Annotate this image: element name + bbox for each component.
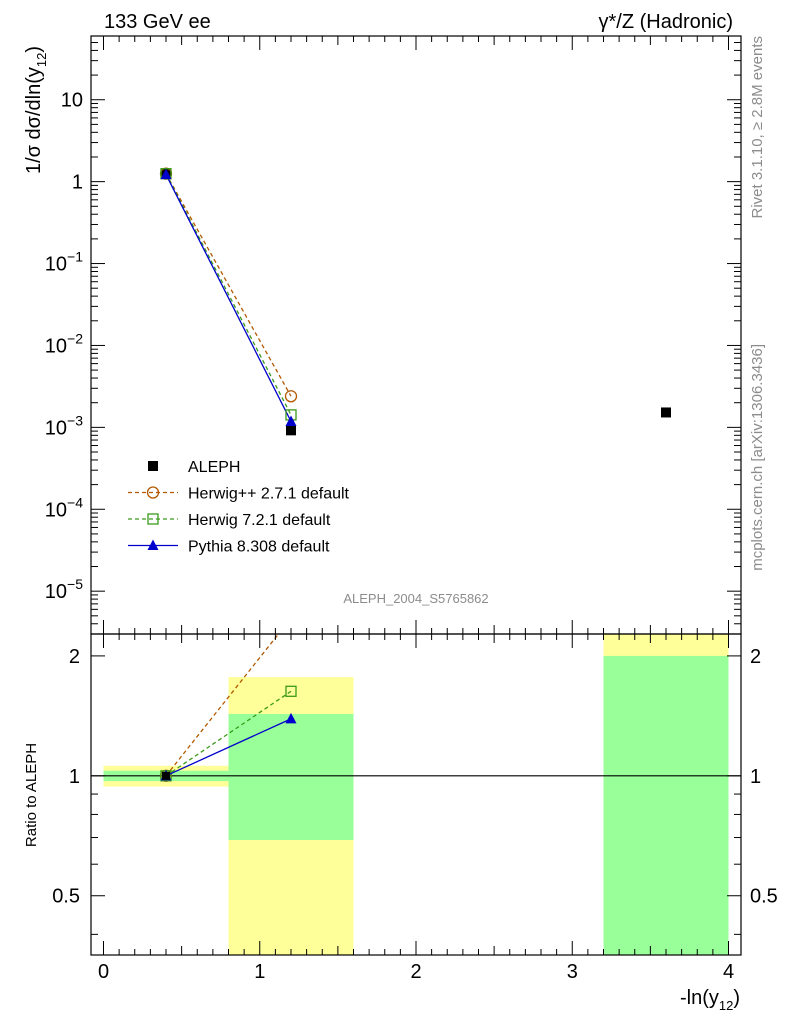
band-inner-1 xyxy=(228,713,354,841)
legend: ALEPH Herwig++ 2.7.1 default Herwig 7.2.1 … xyxy=(128,459,350,556)
legend-marker-2 xyxy=(147,513,159,525)
main-ytick-label: 10−5 xyxy=(45,576,83,603)
legend-marker-1 xyxy=(146,486,160,499)
header-right: γ*/Z (Hadronic) xyxy=(599,11,733,33)
xtick-label: 2 xyxy=(410,961,421,983)
header-left: 133 GeV ee xyxy=(104,11,211,33)
xtick-label: 3 xyxy=(567,961,578,983)
band-inner-2 xyxy=(603,655,729,955)
xtick-label: 4 xyxy=(723,961,734,983)
analysis-id: ALEPH_2004_S5765862 xyxy=(343,591,488,606)
main-point-pythia-0 xyxy=(160,168,172,180)
main-ytick-label: 1 xyxy=(72,172,83,194)
main-ytick-label: 10−2 xyxy=(45,330,83,357)
ratio-series xyxy=(159,633,297,782)
main-series xyxy=(159,167,671,436)
ratio-ytick-label-left: 1 xyxy=(69,766,80,788)
ratio-point-2-1 xyxy=(285,712,297,724)
legend-label-3: Pythia 8.308 default xyxy=(188,539,330,556)
main-point-herwig++-1 xyxy=(284,390,298,403)
ratio-bands xyxy=(103,634,729,955)
x-axis-label: -ln(y12) xyxy=(680,987,740,1013)
ratio-ylabel: Ratio to ALEPH xyxy=(23,743,40,847)
axis-ticks xyxy=(91,35,741,955)
main-ylabel: 1/σ dσ/dln(y12) xyxy=(23,46,49,174)
main-point-aleph-2 xyxy=(661,407,671,418)
main-ytick-label: 10 xyxy=(61,90,83,112)
main-ytick-label: 10−1 xyxy=(45,249,83,276)
legend-label-1: Herwig++ 2.7.1 default xyxy=(188,486,350,503)
ratio-point-aleph xyxy=(162,771,170,780)
svg-text:1/σ dσ/dln(y12): 1/σ dσ/dln(y12) xyxy=(23,46,49,174)
ratio-point-1-1 xyxy=(285,685,297,697)
legend-label-2: Herwig 7.2.1 default xyxy=(188,512,331,529)
ratio-line-2 xyxy=(165,718,292,777)
main-point-pythia-1 xyxy=(285,415,297,426)
main-line-3 xyxy=(165,174,292,422)
main-ytick-label: 10−4 xyxy=(45,494,83,521)
main-line-1 xyxy=(165,173,292,397)
ratio-ytick-labels: 0.5 0.5 1 1 2 2 xyxy=(52,646,778,908)
main-ytick-label: 10−3 xyxy=(45,412,83,439)
mcplots-label: mcplots.cern.ch [arXiv:1306.3436] xyxy=(749,344,766,571)
rivet-label: Rivet 3.1.10, ≥ 2.8M events xyxy=(749,36,766,219)
xtick-label: 1 xyxy=(254,961,265,983)
xtick-label: 0 xyxy=(98,961,109,983)
ratio-ytick-label-right: 2 xyxy=(750,646,761,668)
ratio-ytick-label-left: 2 xyxy=(69,646,80,668)
ratio-ytick-label-left: 0.5 xyxy=(52,886,80,908)
ratio-ytick-label-right: 1 xyxy=(750,766,761,788)
main-point-aleph-1 xyxy=(286,425,296,436)
legend-marker-3 xyxy=(147,539,159,550)
main-line-2 xyxy=(165,173,292,416)
ratio-line-0 xyxy=(165,633,280,777)
legend-label-0: ALEPH xyxy=(188,459,240,476)
legend-marker-0 xyxy=(148,461,158,471)
svg-text:-ln(y12): -ln(y12) xyxy=(680,987,740,1013)
main-ytick-labels: 10 1 10−1 10−2 10−3 10−4 10−5 xyxy=(45,90,83,603)
xtick-labels: 0 1 2 3 4 xyxy=(98,961,734,983)
ratio-ytick-label-right: 0.5 xyxy=(750,886,778,908)
